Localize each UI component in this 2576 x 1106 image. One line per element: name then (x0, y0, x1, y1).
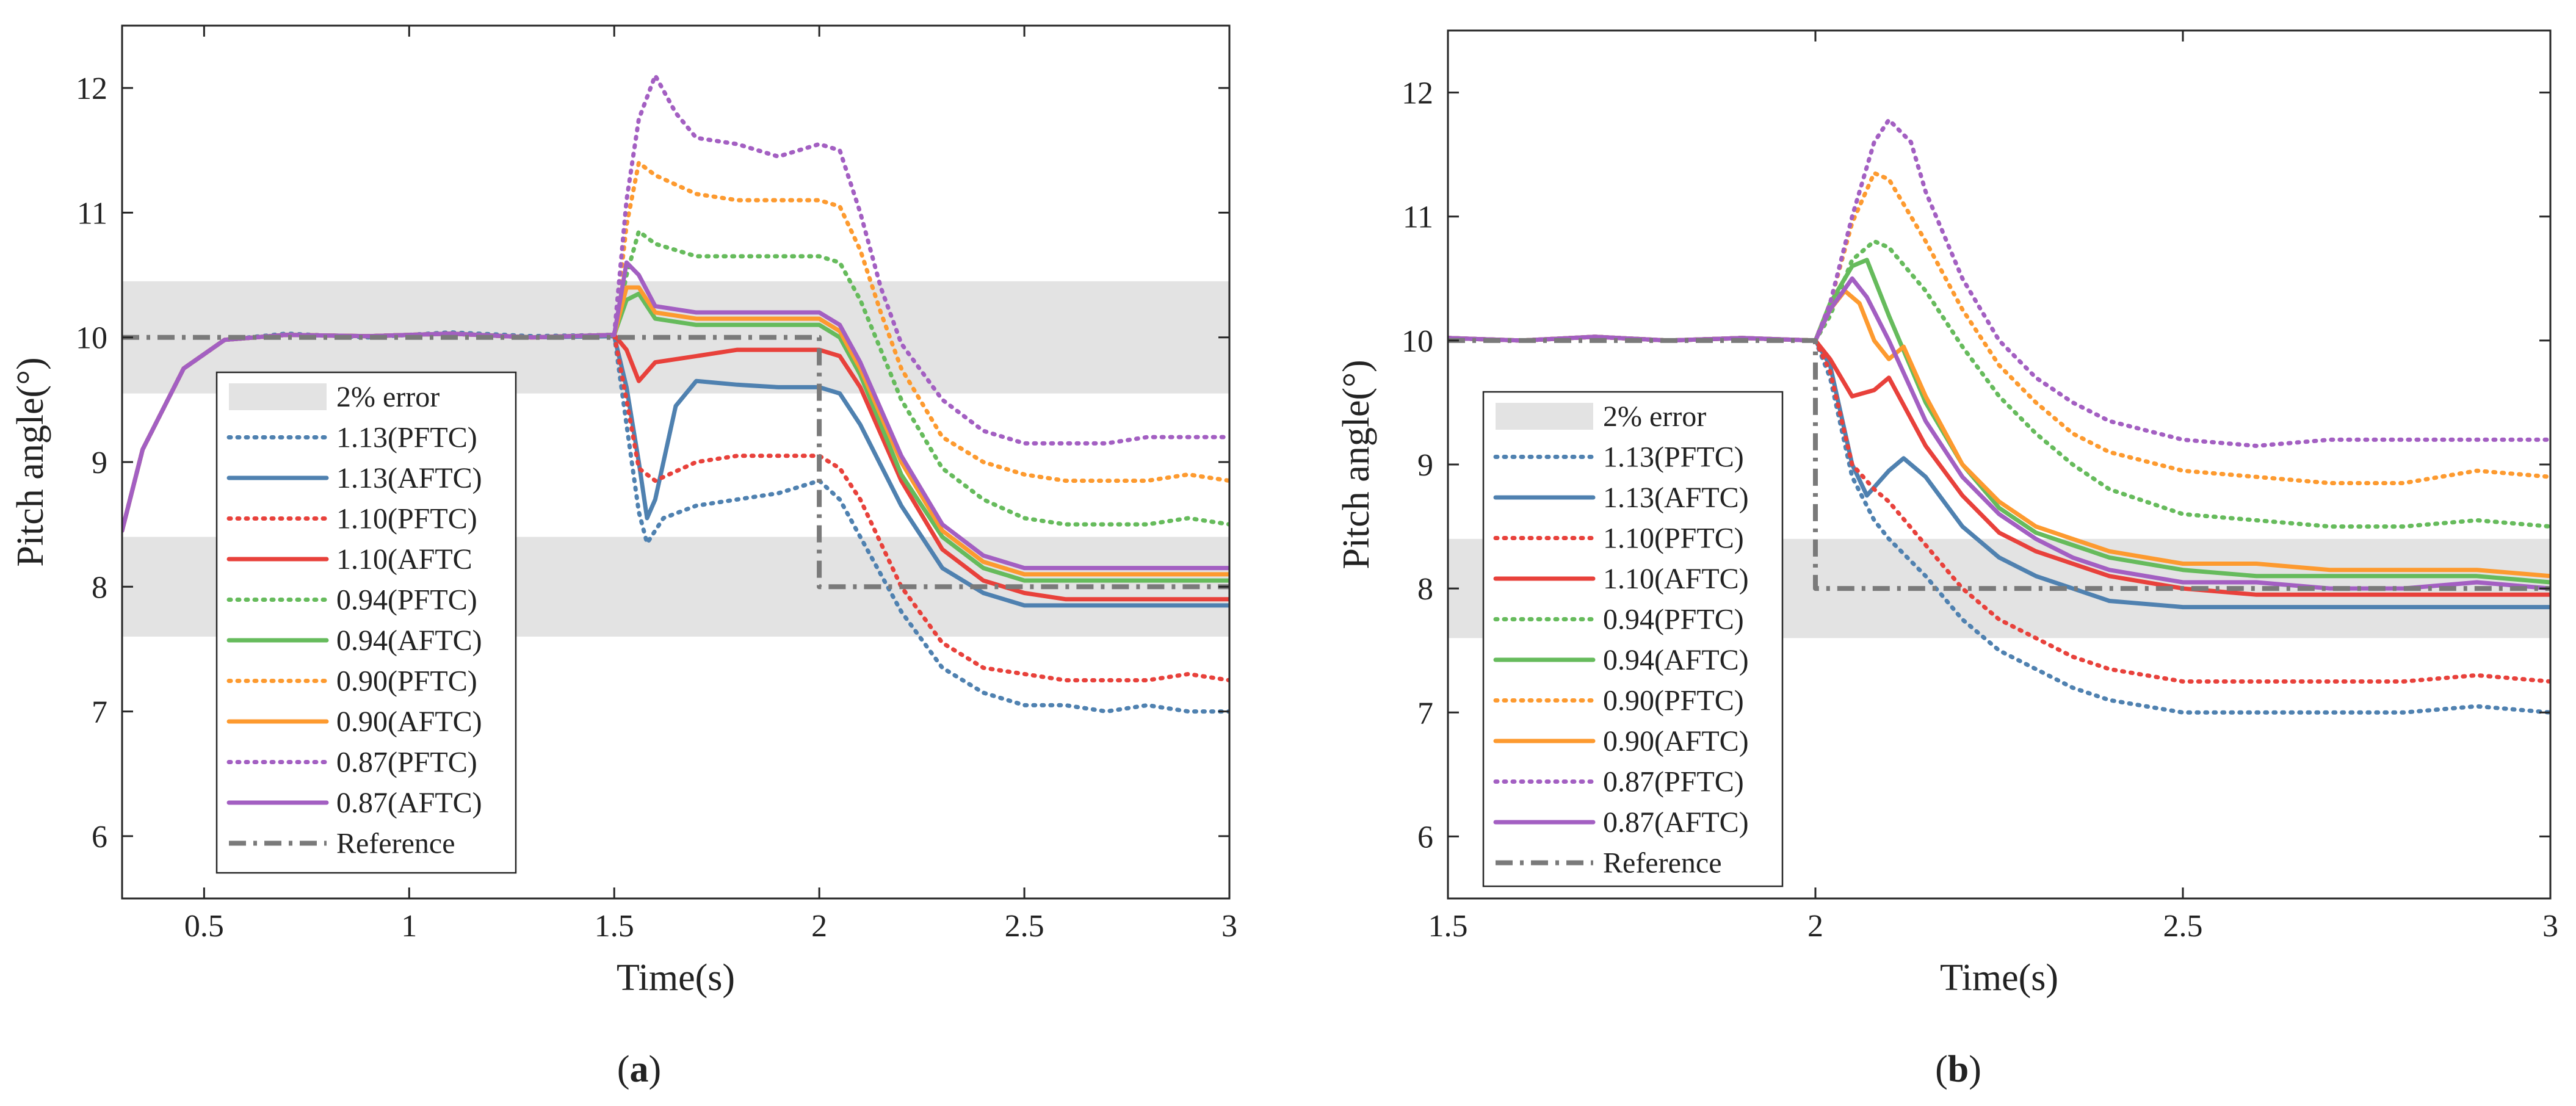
legend-label: 2% error (336, 381, 440, 413)
y-axis-label: Pitch angle(°) (1336, 360, 1377, 569)
y-tick-label: 9 (1417, 448, 1433, 483)
chart-panel-a: 0.5 1 1.5 2 2.5 3 6 7 8 9 10 11 12 Time(s) Pitch angle… (10, 24, 1237, 999)
x-tick-label: 2 (1807, 909, 1823, 944)
y-tick-label: 12 (76, 71, 107, 106)
legend-label: 1.10(PFTC) (1603, 522, 1744, 555)
y-axis-label: Pitch angle(°) (10, 357, 51, 566)
legend-label: Reference (1603, 847, 1722, 880)
y-tick-label: 7 (1417, 696, 1433, 731)
x-tick-label: 0.5 (184, 909, 224, 944)
x-tick-label: 3 (2542, 909, 2558, 944)
y-tick-label: 8 (92, 570, 107, 605)
x-axis-label: Time(s) (1940, 957, 2058, 999)
legend-label: 1.10(AFTC (336, 543, 472, 576)
legend-label: 0.87(AFTC) (1603, 806, 1749, 839)
legend-label: 0.94(AFTC) (1603, 644, 1749, 676)
legend-box (215, 371, 517, 874)
legend-label: 0.90(AFTC) (336, 706, 482, 738)
legend-label: 0.87(AFTC) (336, 787, 482, 819)
y-tick-label: 11 (1403, 200, 1433, 235)
y-tick-label: 11 (77, 196, 107, 231)
plot-area (122, 73, 1229, 714)
legend-label: 0.87(PFTC) (336, 746, 477, 779)
legend-label: 0.87(PFTC) (1603, 766, 1744, 798)
series-line-reference (1448, 338, 2550, 591)
legend-label: 1.13(PFTC) (336, 422, 477, 454)
chart-panel-b: 1.5 2 2.5 3 6 7 8 9 10 11 12 Time(s) Pitch angle(°) 2… (1336, 29, 2558, 999)
legend-label: 1.10(PFTC) (336, 503, 477, 535)
legend-label: 1.10(AFTC) (1603, 563, 1749, 595)
x-tick-label: 1.5 (1428, 909, 1468, 944)
legend-box (1482, 391, 1784, 887)
y-tick-label: 9 (92, 446, 107, 480)
legend-label: 1.13(AFTC) (336, 462, 482, 494)
plot-area (1448, 117, 2550, 715)
legend-label: 0.94(AFTC) (336, 624, 482, 657)
caption-b: (b) (1935, 1049, 1981, 1090)
x-tick-label: 2.5 (2163, 909, 2203, 944)
x-tick-label: 3 (1221, 909, 1237, 944)
x-tick-label: 1 (401, 909, 417, 944)
legend-label: Reference (336, 828, 455, 860)
y-tick-label: 10 (76, 321, 107, 356)
y-tick-label: 8 (1417, 572, 1433, 607)
series-line-reference (122, 334, 1229, 590)
x-tick-label: 1.5 (595, 909, 634, 944)
legend-label: 0.90(PFTC) (336, 665, 477, 698)
y-tick-label: 7 (92, 695, 107, 730)
caption-a: (a) (617, 1049, 661, 1090)
legend-label: 1.13(PFTC) (1603, 441, 1744, 474)
y-tick-label: 10 (1402, 324, 1433, 359)
legend: 2% error 1.13(PFTC) 1.13(AFTC) 1.10(PFTC) 1.… (215, 371, 517, 874)
y-tick-label: 12 (1402, 76, 1433, 111)
legend-label: 1.13(AFTC) (1603, 482, 1749, 514)
y-tick-label: 6 (1417, 820, 1433, 855)
x-tick-label: 2 (811, 909, 827, 944)
y-tick-label: 6 (92, 820, 107, 855)
legend-label: 0.94(PFTC) (336, 584, 477, 616)
legend-swatch-2-error (229, 383, 327, 410)
series-line-1-10-pftc- (122, 331, 1229, 682)
legend: 2% error 1.13(PFTC) 1.13(AFTC) 1.10(PFTC) 1.… (1482, 391, 1784, 887)
legend-label: 0.90(AFTC) (1603, 725, 1749, 757)
legend-swatch-2-error (1496, 403, 1593, 430)
x-tick-label: 2.5 (1005, 909, 1044, 944)
legend-label: 0.90(PFTC) (1603, 685, 1744, 717)
x-axis-label: Time(s) (617, 957, 735, 999)
legend-label: 2% error (1603, 400, 1706, 433)
legend-label: 0.94(PFTC) (1603, 604, 1744, 636)
series-line-0-87-pftc- (1448, 117, 2550, 448)
